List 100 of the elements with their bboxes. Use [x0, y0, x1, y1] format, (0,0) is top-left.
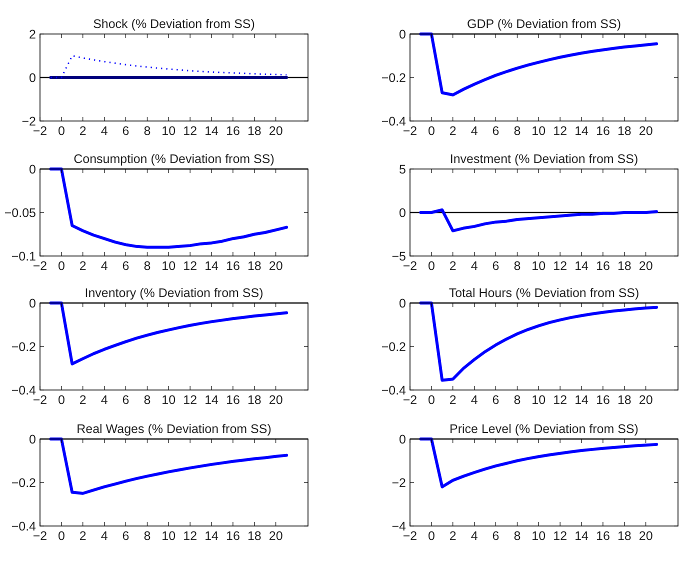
x-tick-label: 6: [122, 259, 130, 273]
chart-title: Shock (% Deviation from SS): [93, 17, 255, 31]
y-tick-label: −0.4: [381, 114, 406, 128]
x-tick-label: 20: [638, 393, 653, 407]
x-tick-label: 12: [183, 529, 198, 543]
x-tick-label: 12: [553, 259, 568, 273]
x-tick-label: 6: [122, 124, 130, 138]
x-tick-label: 0: [58, 529, 65, 543]
x-tick-label: 4: [100, 393, 108, 407]
y-tick-label: −0.2: [381, 70, 406, 85]
x-tick-label: 16: [596, 124, 610, 138]
chart-title: Investment (% Deviation from SS): [450, 152, 638, 166]
x-tick-label: 2: [449, 393, 456, 407]
line-series: [419, 32, 658, 96]
x-tick-label: 6: [492, 393, 500, 407]
x-tick-label: 8: [514, 259, 521, 273]
x-tick-label: 8: [144, 124, 151, 138]
y-tick-label: −0.2: [11, 476, 36, 490]
x-tick-label: 10: [162, 124, 176, 138]
line-series: [419, 302, 658, 382]
x-tick-label: 8: [144, 529, 151, 543]
x-tick-label: 16: [226, 393, 240, 407]
x-tick-label: 14: [204, 124, 219, 138]
x-tick-label: 12: [553, 393, 568, 407]
chart-title: Inventory (% Deviation from SS): [84, 286, 264, 300]
x-tick-label: 8: [514, 124, 521, 138]
y-tick-label: 0: [399, 206, 406, 220]
x-tick-label: 2: [79, 259, 86, 273]
x-tick-label: 2: [79, 529, 86, 543]
x-tick-label: 18: [617, 124, 632, 138]
x-tick-label: 14: [574, 393, 589, 407]
x-tick-label: 4: [100, 529, 108, 543]
chart-title: Total Hours (% Deviation from SS): [448, 286, 640, 300]
x-tick-label: 18: [617, 259, 632, 273]
x-tick-label: 4: [100, 259, 108, 273]
line-series: [49, 438, 288, 495]
x-tick-label: 14: [574, 124, 589, 138]
x-tick-label: 2: [449, 529, 456, 543]
y-tick-label: −0.4: [381, 383, 406, 398]
y-tick-label: −0.1: [11, 249, 36, 264]
x-tick-label: 16: [226, 529, 240, 543]
x-tick-label: 10: [532, 259, 546, 273]
x-tick-label: 2: [449, 259, 456, 273]
y-tick-label: 0: [29, 432, 36, 446]
x-tick-label: 14: [204, 529, 219, 543]
line-series: [419, 438, 658, 488]
x-tick-label: 16: [596, 529, 610, 543]
line-series: [419, 208, 658, 232]
x-tick-label: 8: [514, 393, 521, 407]
x-tick-label: 20: [638, 529, 653, 543]
y-tick-label: 2: [29, 27, 36, 42]
x-tick-label: 10: [162, 529, 176, 543]
y-tick-label: 0: [399, 432, 406, 446]
x-tick-label: 4: [470, 393, 478, 407]
x-tick-label: 16: [226, 259, 240, 273]
x-tick-label: 14: [574, 529, 589, 543]
y-tick-label: 0: [399, 27, 406, 42]
x-tick-label: 6: [122, 529, 130, 543]
x-tick-label: 8: [514, 529, 521, 543]
x-tick-label: 0: [428, 393, 435, 407]
y-tick-label: −4: [392, 519, 406, 534]
x-tick-label: 10: [532, 529, 546, 543]
x-tick-label: 0: [428, 259, 435, 273]
x-tick-label: 6: [492, 124, 500, 138]
x-tick-label: 6: [492, 259, 500, 273]
y-tick-label: 0: [29, 70, 36, 85]
x-tick-label: 10: [532, 124, 546, 138]
line-series: [49, 302, 288, 366]
x-tick-label: 20: [268, 124, 283, 138]
x-tick-label: 6: [492, 529, 500, 543]
x-tick-label: 20: [638, 124, 653, 138]
x-tick-label: 0: [58, 259, 65, 273]
y-tick-label: −5: [392, 249, 406, 264]
x-tick-label: 14: [574, 259, 589, 273]
x-tick-label: 12: [553, 529, 568, 543]
x-tick-label: 8: [144, 259, 151, 273]
x-tick-label: 16: [596, 259, 610, 273]
y-tick-label: 0: [29, 296, 36, 310]
x-tick-label: 20: [268, 529, 283, 543]
x-tick-label: 4: [470, 259, 478, 273]
x-tick-label: 18: [617, 529, 632, 543]
x-tick-label: 20: [268, 259, 283, 273]
x-tick-label: 4: [470, 529, 478, 543]
x-tick-label: 10: [162, 259, 176, 273]
chart-title: Real Wages (% Deviation from SS): [76, 422, 272, 436]
x-tick-label: 2: [79, 393, 86, 407]
x-tick-label: 4: [100, 124, 108, 138]
x-tick-label: 8: [144, 393, 151, 407]
x-tick-label: 10: [162, 393, 176, 407]
x-tick-label: 20: [638, 259, 653, 273]
x-tick-label: 12: [183, 259, 198, 273]
y-tick-label: −0.05: [4, 206, 36, 220]
chart-title: Consumption (% Deviation from SS): [74, 152, 274, 166]
chart-title: Price Level (% Deviation from SS): [450, 422, 638, 436]
line-series: [49, 168, 288, 249]
x-tick-label: 6: [122, 393, 130, 407]
x-tick-label: 16: [596, 393, 610, 407]
x-tick-label: 10: [532, 393, 546, 407]
x-tick-label: 18: [247, 124, 262, 138]
line-series: [50, 55, 288, 78]
